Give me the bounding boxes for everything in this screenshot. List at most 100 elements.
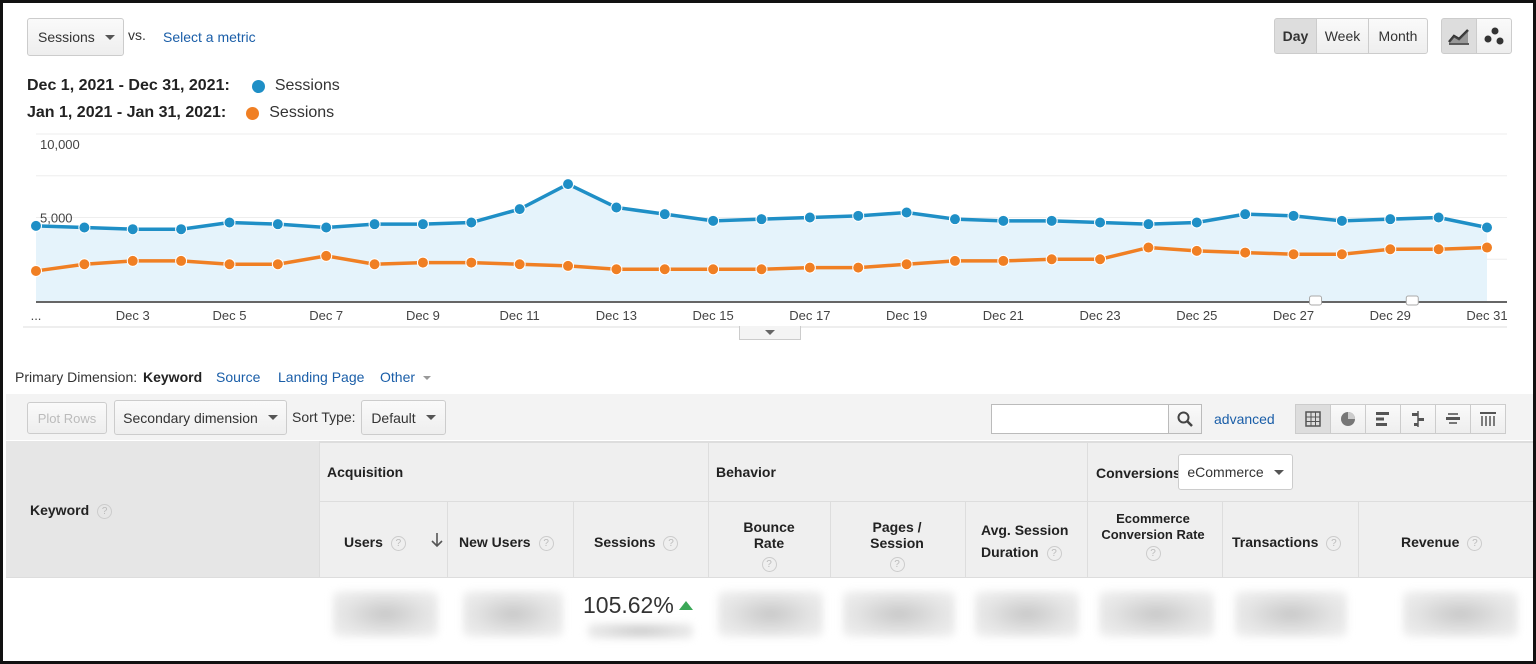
current-series-point[interactable] <box>271 218 284 231</box>
search-button[interactable] <box>1168 404 1202 434</box>
annotation-marker-icon[interactable] <box>1309 295 1323 306</box>
previous-series-point[interactable] <box>948 254 961 267</box>
pie-view-button[interactable] <box>1330 404 1366 434</box>
previous-series-point[interactable] <box>513 258 526 271</box>
current-series-point[interactable] <box>223 216 236 229</box>
dimension-other[interactable]: Other <box>380 369 431 385</box>
current-series-point[interactable] <box>1287 209 1300 222</box>
advanced-link[interactable]: advanced <box>1214 411 1275 427</box>
comparison-view-button[interactable] <box>1400 404 1436 434</box>
previous-series-point[interactable] <box>271 258 284 271</box>
current-series-point[interactable] <box>30 219 42 232</box>
previous-series-point[interactable] <box>126 254 139 267</box>
help-icon[interactable]: ? <box>1326 535 1342 551</box>
current-series-point[interactable] <box>465 216 478 229</box>
previous-series-point[interactable] <box>852 261 865 274</box>
current-series-point[interactable] <box>1239 208 1252 221</box>
current-series-point[interactable] <box>368 218 381 231</box>
previous-series-point[interactable] <box>1287 248 1300 261</box>
secondary-dimension-select[interactable]: Secondary dimension <box>114 400 287 435</box>
sort-type-select[interactable]: Default <box>361 400 446 435</box>
grid-view-button[interactable] <box>1295 404 1331 434</box>
help-icon[interactable]: ? <box>663 535 679 551</box>
help-icon[interactable]: ? <box>761 557 777 572</box>
help-icon[interactable]: ? <box>1046 545 1062 561</box>
keyword-column-header[interactable]: Keyword? <box>30 502 113 519</box>
term-cloud-view-button[interactable] <box>1435 404 1471 434</box>
current-series-point[interactable] <box>416 218 429 231</box>
ecommerce-conversion-rate-column-header[interactable]: Ecommerce Conversion Rate ? <box>1099 511 1207 561</box>
previous-series-point[interactable] <box>320 249 333 262</box>
chart-collapse-toggle[interactable] <box>739 326 801 340</box>
pivot-view-button[interactable] <box>1470 404 1506 434</box>
current-series-point[interactable] <box>948 213 961 226</box>
current-series-point[interactable] <box>78 221 91 234</box>
current-series-point[interactable] <box>1142 218 1155 231</box>
previous-series-point[interactable] <box>368 258 381 271</box>
help-icon[interactable]: ? <box>1467 535 1483 551</box>
plot-rows-button[interactable]: Plot Rows <box>27 402 107 434</box>
previous-series-point[interactable] <box>1335 248 1348 261</box>
previous-series-point[interactable] <box>562 259 575 272</box>
current-series-point[interactable] <box>900 206 913 219</box>
help-icon[interactable]: ? <box>1145 546 1161 561</box>
previous-series-point[interactable] <box>658 263 671 276</box>
current-series-point[interactable] <box>852 209 865 222</box>
sort-descending-icon[interactable] <box>431 532 443 548</box>
previous-series-point[interactable] <box>175 254 188 267</box>
current-series-point[interactable] <box>1045 214 1058 227</box>
current-series-point[interactable] <box>175 223 188 236</box>
previous-series-point[interactable] <box>416 256 429 269</box>
period-month-button[interactable]: Month <box>1368 18 1428 54</box>
users-column-header[interactable]: Users? <box>344 534 406 551</box>
conversions-goal-select[interactable]: eCommerce <box>1178 454 1293 490</box>
bounce-rate-column-header[interactable]: Bounce Rate ? <box>729 519 809 572</box>
annotation-marker-icon[interactable] <box>1405 295 1419 306</box>
previous-series-point[interactable] <box>223 258 236 271</box>
table-search-input[interactable] <box>991 404 1169 434</box>
current-series-point[interactable] <box>1384 213 1397 226</box>
previous-series-point[interactable] <box>707 263 720 276</box>
current-series-point[interactable] <box>1094 216 1107 229</box>
current-series-point[interactable] <box>658 208 671 221</box>
previous-series-point[interactable] <box>465 256 478 269</box>
new-users-column-header[interactable]: New Users? <box>459 534 554 551</box>
previous-series-point[interactable] <box>997 254 1010 267</box>
help-icon[interactable]: ? <box>390 535 406 551</box>
help-icon[interactable]: ? <box>97 503 113 519</box>
dimension-keyword[interactable]: Keyword <box>143 369 203 385</box>
previous-series-point[interactable] <box>1094 253 1107 266</box>
current-series-point[interactable] <box>562 178 575 191</box>
current-series-point[interactable] <box>1432 211 1445 224</box>
help-icon[interactable]: ? <box>889 557 905 572</box>
dimension-landing-page[interactable]: Landing Page <box>278 369 365 385</box>
previous-series-point[interactable] <box>1045 253 1058 266</box>
pages-session-column-header[interactable]: Pages / Session ? <box>845 519 949 572</box>
previous-series-point[interactable] <box>755 263 768 276</box>
select-metric-link[interactable]: Select a metric <box>163 29 256 45</box>
transactions-column-header[interactable]: Transactions? <box>1232 534 1342 551</box>
current-series-point[interactable] <box>320 221 333 234</box>
current-series-point[interactable] <box>513 203 526 216</box>
line-chart-button[interactable] <box>1441 18 1477 54</box>
current-series-point[interactable] <box>126 223 139 236</box>
previous-series-point[interactable] <box>803 261 816 274</box>
previous-series-point[interactable] <box>1142 241 1155 254</box>
sessions-column-header[interactable]: Sessions? <box>594 534 679 551</box>
previous-series-point[interactable] <box>1384 243 1397 256</box>
previous-series-point[interactable] <box>78 258 91 271</box>
current-series-point[interactable] <box>1190 216 1203 229</box>
period-week-button[interactable]: Week <box>1316 18 1369 54</box>
help-icon[interactable]: ? <box>538 535 554 551</box>
previous-series-point[interactable] <box>30 264 42 277</box>
period-day-button[interactable]: Day <box>1274 18 1317 54</box>
motion-chart-button[interactable] <box>1476 18 1512 54</box>
current-series-point[interactable] <box>755 213 768 226</box>
revenue-column-header[interactable]: Revenue? <box>1401 534 1483 551</box>
current-series-point[interactable] <box>997 214 1010 227</box>
dimension-source[interactable]: Source <box>216 369 261 385</box>
previous-series-point[interactable] <box>900 258 913 271</box>
current-series-point[interactable] <box>1335 214 1348 227</box>
metric-select[interactable]: Sessions <box>27 18 124 56</box>
previous-series-point[interactable] <box>1432 243 1445 256</box>
